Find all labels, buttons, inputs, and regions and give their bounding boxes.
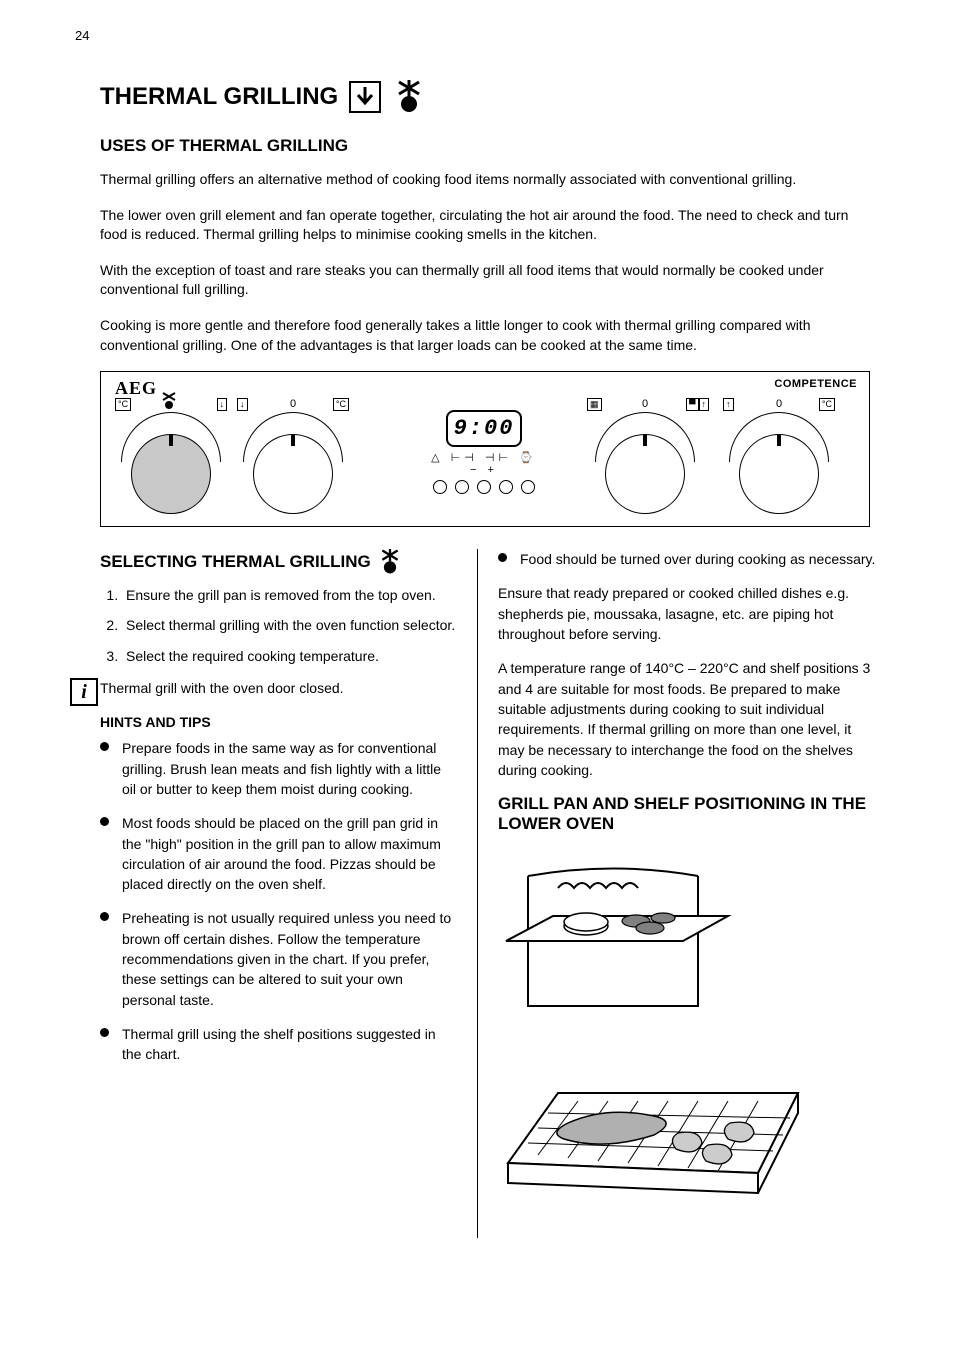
top-oven-temperature-knob: ↑ 0 °C bbox=[729, 412, 829, 522]
grill-pan-illustration bbox=[498, 1063, 879, 1238]
right-column: Food should be turned over during cookin… bbox=[477, 549, 879, 1238]
oven-shelf-illustration bbox=[498, 856, 879, 1041]
page-number: 24 bbox=[75, 28, 89, 43]
hint-1: Prepare foods in the same way as for con… bbox=[100, 738, 457, 799]
hints-heading: HINTS AND TIPS bbox=[100, 714, 457, 730]
step-2: Select thermal grilling with the oven fu… bbox=[122, 615, 457, 635]
title-row: THERMAL GRILLING bbox=[100, 80, 879, 114]
lead-paragraph-3: With the exception of toast and rare ste… bbox=[100, 261, 879, 300]
lower-oven-function-knob: °C ↓ bbox=[121, 412, 221, 522]
right-para-3: A temperature range of 140°C – 220°C and… bbox=[498, 658, 879, 780]
thermal-grill-icon bbox=[392, 80, 426, 114]
selecting-steps: Ensure the grill pan is removed from the… bbox=[75, 585, 457, 666]
hint-3: Preheating is not usually required unles… bbox=[100, 908, 457, 1009]
grill-deflector-icon bbox=[348, 80, 382, 114]
electronic-timer: 9:00 △ ⊢⊣ ⊣⊢ ⌚ − + bbox=[425, 410, 543, 494]
illustration-heading: GRILL PAN AND SHELF POSITIONING IN THE L… bbox=[498, 794, 879, 834]
selecting-note: Thermal grill with the oven door closed. bbox=[100, 678, 457, 698]
info-icon: i bbox=[70, 678, 98, 706]
timer-display: 9:00 bbox=[446, 410, 523, 447]
selecting-heading: SELECTING THERMAL GRILLING bbox=[100, 549, 457, 575]
right-bullet-list: Food should be turned over during cookin… bbox=[498, 549, 879, 569]
right-para-2: Ensure that ready prepared or cooked chi… bbox=[498, 583, 879, 644]
brand-right-label: COMPETENCE bbox=[774, 378, 857, 390]
page-title: THERMAL GRILLING bbox=[100, 83, 338, 111]
thermal-grill-icon bbox=[379, 549, 401, 575]
uses-subtitle: USES OF THERMAL GRILLING bbox=[100, 136, 879, 156]
lower-oven-temperature-knob: ↓ 0 °C bbox=[243, 412, 343, 522]
hint-2: Most foods should be placed on the grill… bbox=[100, 813, 457, 894]
step-3: Select the required cooking temperature. bbox=[122, 646, 457, 666]
left-column: SELECTING THERMAL GRILLING Ensure the gr… bbox=[75, 549, 477, 1238]
brand-label: AEG bbox=[115, 378, 157, 399]
top-oven-function-knob: ▦ 0 ▀↑ bbox=[595, 412, 695, 522]
timer-symbols: △ ⊢⊣ ⊣⊢ ⌚ − + bbox=[425, 451, 543, 476]
hint-5: Food should be turned over during cookin… bbox=[498, 549, 879, 569]
timer-buttons bbox=[425, 480, 543, 494]
lead-paragraph-4: Cooking is more gentle and therefore foo… bbox=[100, 316, 879, 355]
hints-list: Prepare foods in the same way as for con… bbox=[100, 738, 457, 1064]
control-panel-figure: AEG COMPETENCE °C ↓ ↓ 0 °C 9:00 △ ⊢⊣ ⊣⊢ … bbox=[100, 371, 870, 527]
hint-4: Thermal grill using the shelf positions … bbox=[100, 1024, 457, 1065]
lead-paragraph-1: Thermal grilling offers an alternative m… bbox=[100, 170, 879, 190]
lead-paragraph-2: The lower oven grill element and fan ope… bbox=[100, 206, 879, 245]
step-1: Ensure the grill pan is removed from the… bbox=[122, 585, 457, 605]
